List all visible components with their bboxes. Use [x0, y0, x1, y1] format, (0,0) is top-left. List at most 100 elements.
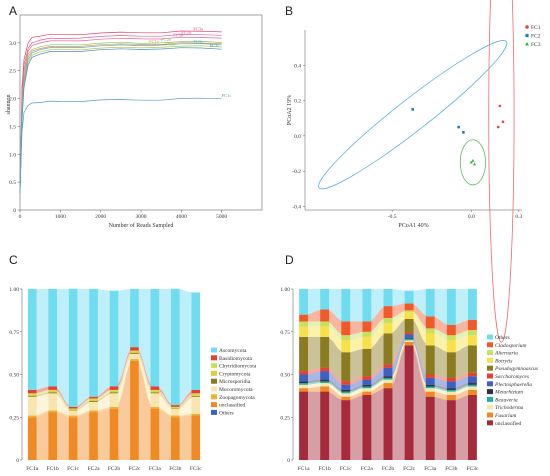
- bar-segment-plectosphaerella: [299, 374, 308, 382]
- series-label-fc2a: FC2a: [165, 42, 175, 47]
- legend-swatch-botrytis: [487, 357, 493, 363]
- bar-segment-ascomycota: [109, 290, 119, 387]
- bar-segment-botrytis: [425, 333, 435, 346]
- bar-segment-cryptomycota: [109, 390, 119, 393]
- bar-segment-cryptomycota: [191, 394, 201, 396]
- legend-label-fc1: FC1: [531, 25, 541, 31]
- bar-segment-pseudogymnoascus: [362, 348, 372, 377]
- bar-segment-cryptomycota: [48, 390, 57, 393]
- point-fc2: [462, 131, 465, 134]
- series-line-fc1c: [19, 97, 222, 194]
- x-axis-title: PCoA1 40%: [398, 223, 428, 229]
- bar-segment-botrytis: [362, 336, 372, 349]
- bar-segment-unclassified: [341, 400, 351, 460]
- bar-segment-metarhizium: [383, 376, 393, 378]
- bar-segment-unclassified: [171, 417, 180, 460]
- series-line-fc2a: [19, 45, 222, 194]
- bar-segment-chytridiomycota: [89, 398, 98, 400]
- bar-segment-fusarium: [341, 396, 351, 401]
- bar-segment-zoopagomycota: [171, 415, 180, 418]
- bar-segment-pseudogymnoascus: [468, 345, 477, 373]
- bar-segment-trichoderma: [468, 386, 477, 390]
- bar-segment-beauveria: [383, 377, 393, 380]
- pcoa-chart: -0.5 0.0 0.3 0.4 0.2 0.0 -0.2 -0.4 PCoA1 40% PCoA…: [287, 0, 541, 343]
- legend-label-others: Others: [219, 410, 234, 416]
- bar-segment-trichoderma: [383, 379, 393, 384]
- x-tick-label: FC2c: [403, 466, 415, 472]
- y-tick-label: 1.00: [280, 287, 290, 293]
- bar-segment-beauveria: [320, 381, 330, 384]
- panel-label-a: A: [9, 4, 17, 18]
- series-line-fc3c: [19, 43, 222, 194]
- x-tick-label: FC1c: [340, 466, 352, 472]
- y-tick-label: 0.50: [280, 373, 290, 379]
- legend-label-mucoromycota: Mucoromycota: [219, 387, 253, 393]
- legend-label-chytridiomycota: Chytridiomycota: [219, 364, 257, 370]
- legend-swatch-others: [211, 409, 217, 415]
- bar-segment-cryptomycota: [89, 399, 98, 402]
- legend-label-trichoderma: Trichoderma: [495, 405, 524, 411]
- legend-label-unclassified: unclassified: [495, 420, 522, 427]
- bar-segment-metarhizium: [425, 384, 435, 387]
- legend-swatch-beauveria: [487, 396, 493, 402]
- bar-segment-basidiomycota: [27, 389, 37, 394]
- y-tick-label: 0.0: [294, 134, 301, 140]
- legend-swatch-zoopagomycota: [211, 394, 217, 400]
- x-tick-label: 2000: [95, 214, 106, 220]
- y-tick-label: 0.75: [9, 330, 19, 336]
- x-tick-label: FC3a: [149, 466, 161, 472]
- point-fc3: [471, 158, 475, 162]
- bar-segment-botrytis: [468, 335, 477, 346]
- bar-segment-beauveria: [299, 383, 308, 385]
- legend-label-alternaria: Alternaria: [494, 351, 518, 357]
- x-tick-label: 4000: [176, 214, 187, 220]
- bar-segment-zoopagomycota: [130, 359, 139, 361]
- bar-segment-mucoromycota: [27, 396, 37, 416]
- legend-label-cryptomycota: Cryptomycota: [219, 371, 251, 377]
- point-fc2: [457, 125, 460, 129]
- bar-segment-alternaria: [320, 321, 330, 327]
- y-axis-title: PCoA2 19%: [287, 95, 293, 125]
- bar-segment-alternaria: [425, 328, 435, 334]
- bar-segment-pseudogymnoascus: [320, 336, 330, 368]
- point-fc1: [498, 104, 502, 108]
- panel-label-c: C: [9, 253, 18, 267]
- bar-segment-unclassified: [130, 360, 139, 460]
- bar-segment-unclassified: [68, 417, 78, 460]
- point-fc1: [501, 120, 505, 124]
- bar-segment-saccharomyces: [362, 376, 372, 380]
- bar-segment-chytridiomycota: [68, 408, 78, 410]
- legend-marker-fc1: [525, 25, 529, 29]
- bar-segment-unclassified: [27, 417, 37, 460]
- ellipse-fc2: [318, 40, 508, 190]
- bar-segment-pseudogymnoascus: [404, 318, 414, 333]
- legend-swatch-alternaria: [487, 350, 493, 356]
- bar-segment-microsporidia: [89, 401, 98, 402]
- series-label-fc3c: FC3c: [193, 39, 203, 44]
- bar-segment-metarhizium: [341, 389, 351, 392]
- bar-segment-cryptomycota: [27, 394, 37, 396]
- bar-segment-unclassified: [109, 408, 119, 460]
- bar-segment-fusarium: [362, 391, 372, 396]
- x-axis-title: Number of Reads Sampled: [109, 222, 174, 229]
- bar-segment-basidiomycota: [48, 386, 57, 390]
- bar-segment-saccharomyces: [383, 364, 393, 368]
- bar-segment-unclassified: [150, 408, 160, 460]
- bar-segment-botrytis: [341, 340, 351, 353]
- bar-segment-saccharomyces: [341, 381, 351, 385]
- x-tick-label: FC1a: [298, 466, 310, 472]
- legend-label-zoopagomycota: Zoopagomycota: [219, 395, 255, 401]
- legend-swatch-microsporidia: [211, 378, 217, 384]
- bar-segment-zoopagomycota: [89, 410, 98, 413]
- legend-marker-fc2: [525, 33, 529, 38]
- bar-segment-saccharomyces: [468, 372, 477, 377]
- bar-segment-zoopagomycota: [150, 406, 160, 409]
- series-line-fc1b: [19, 34, 222, 194]
- bar-segment-basidiomycota: [130, 347, 139, 351]
- genus-area-chart: 0 0.25 0.50 0.75 1.00 FC1a FC1b FC1c FC2a FC2b FC2…: [280, 287, 538, 472]
- bar-segment-basidiomycota: [150, 386, 160, 390]
- x-tick-label: FC2b: [108, 466, 120, 472]
- bar-segment-ascomycota: [68, 288, 78, 407]
- y-tick-label: 0.50: [9, 373, 19, 379]
- bar-segment-others: [468, 289, 477, 320]
